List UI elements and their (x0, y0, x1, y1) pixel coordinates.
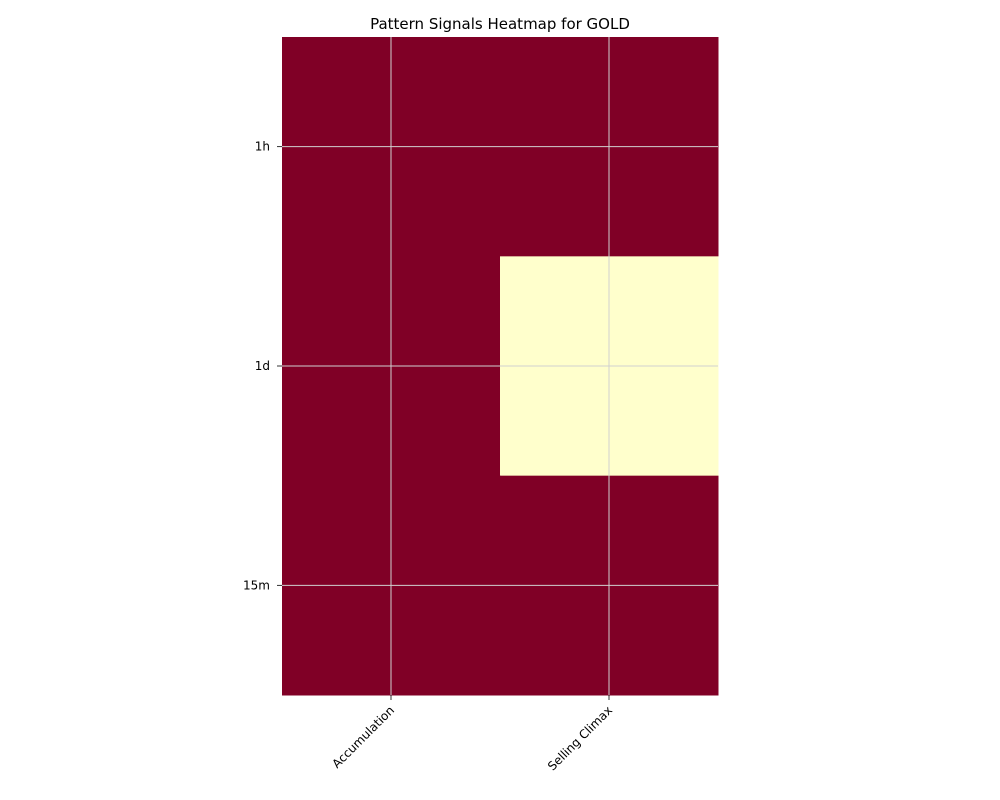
x-tick-label: Accumulation (329, 703, 397, 771)
y-tick-label: 15m (243, 578, 270, 592)
x-tick-label: Selling Climax (545, 703, 615, 773)
chart-title: Pattern Signals Heatmap for GOLD (370, 15, 630, 33)
y-tick-label: 1h (255, 140, 270, 154)
y-tick-label: 1d (255, 359, 270, 373)
grid-lines (282, 37, 718, 695)
x-axis-ticks: Accumulation Selling Climax (329, 695, 615, 773)
y-axis-ticks: 1h 1d 15m (243, 140, 282, 592)
